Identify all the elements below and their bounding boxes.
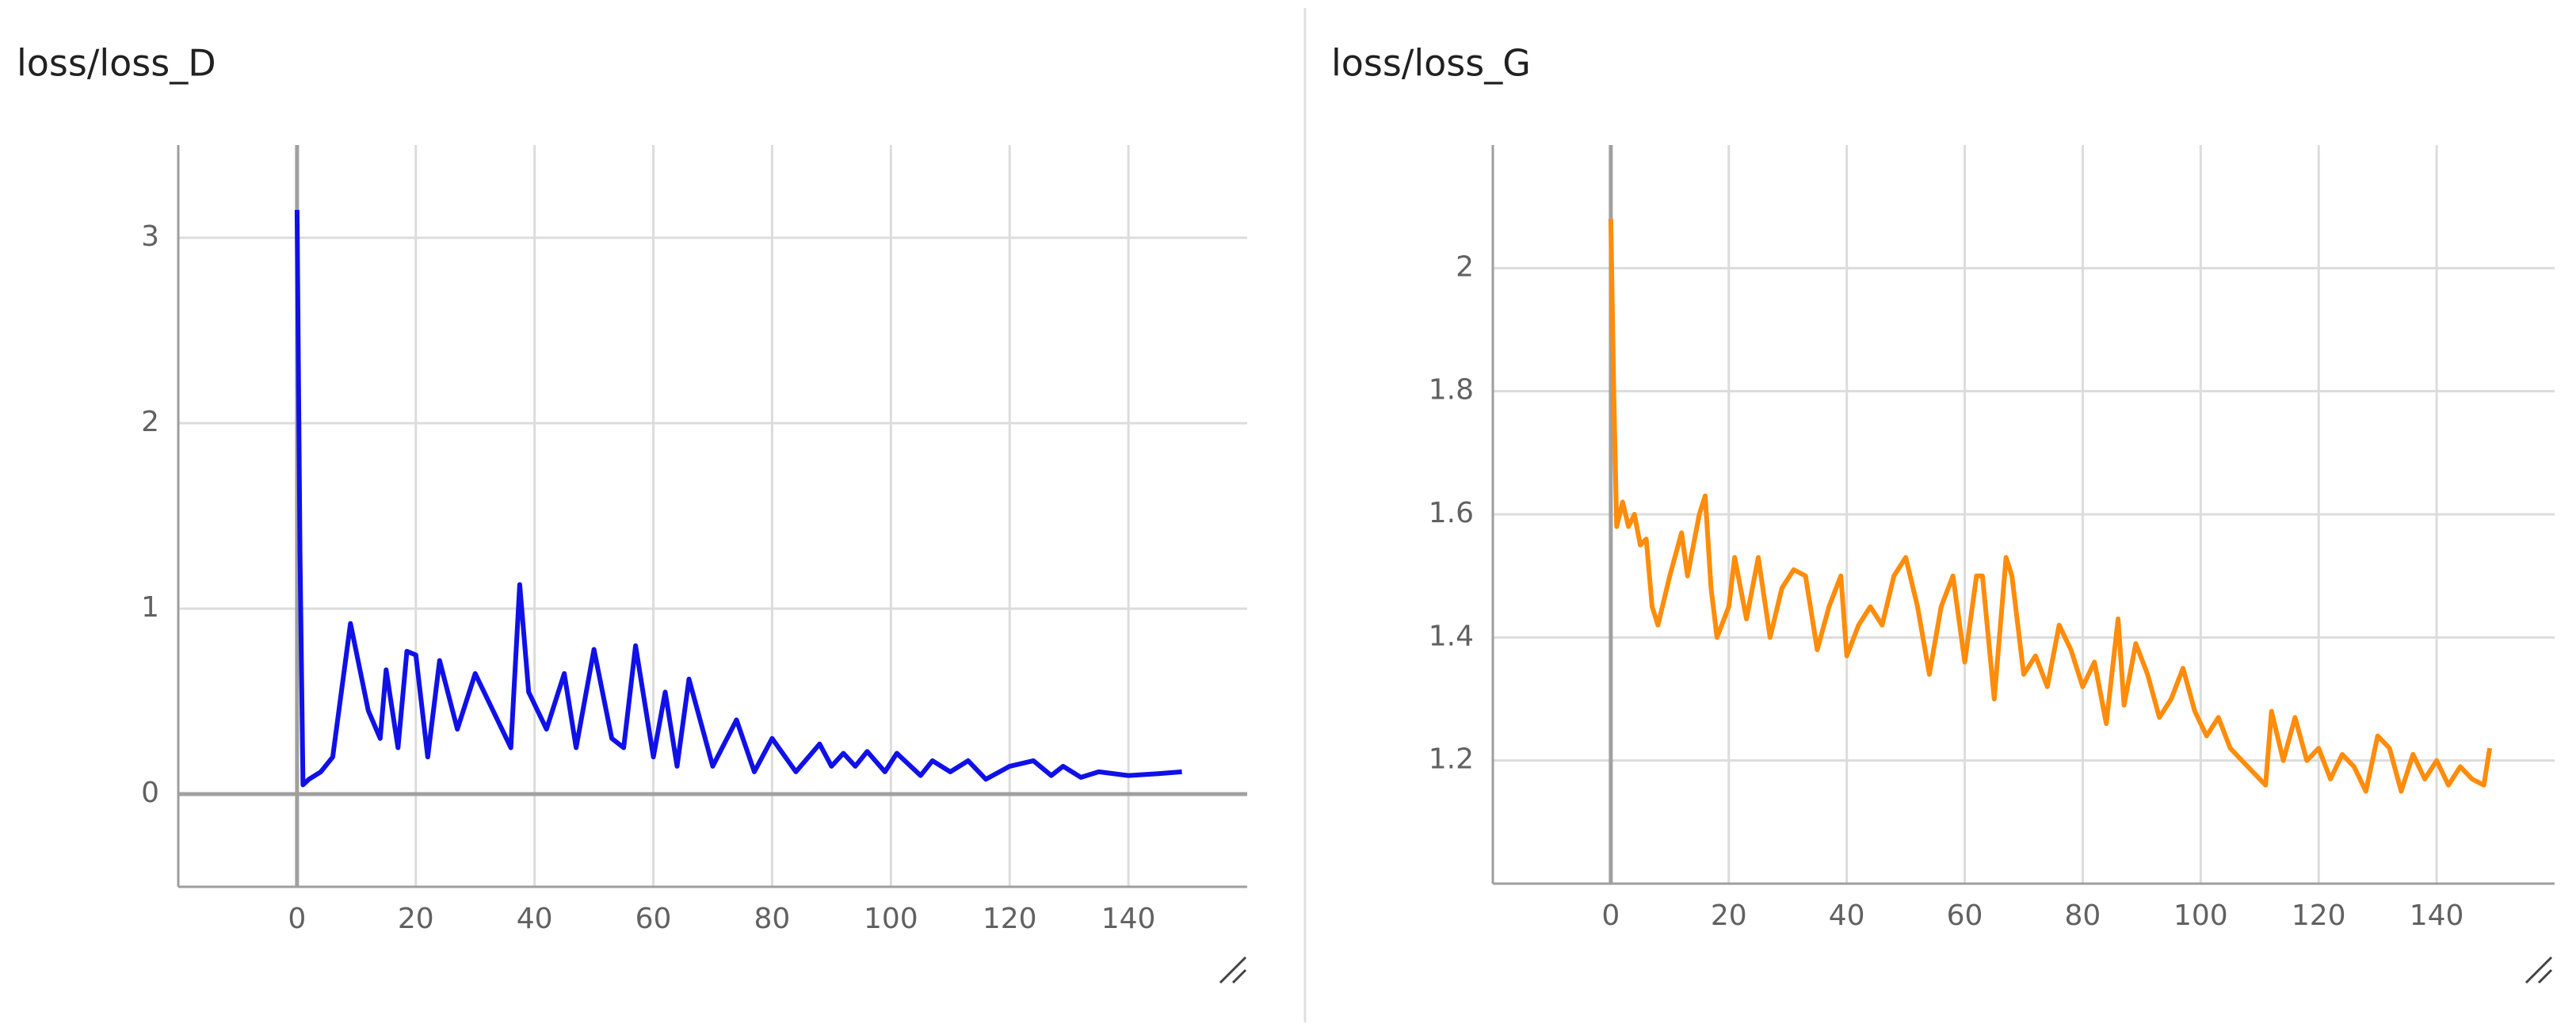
x-tick-label: 40	[517, 903, 553, 935]
chart: loss/loss_D 0 1 2 3 0 20 40 60 80 100 120 140	[17, 42, 1247, 935]
resize-icon[interactable]	[2524, 956, 2553, 984]
y-tick-label: 0	[141, 777, 159, 809]
data-line	[294, 209, 1182, 788]
x-tick-label: 0	[288, 903, 306, 935]
y-tick-label: 2	[1456, 250, 1474, 283]
x-tick-label: 0	[1601, 899, 1620, 932]
y-tick-label: 1	[141, 591, 159, 624]
y-tick-label: 1.8	[1429, 374, 1474, 407]
x-tick-label: 140	[2410, 899, 2464, 932]
chart: loss/loss_G1.21.41.61.820 20 40 60 80 100 120 1…	[1331, 42, 2555, 932]
y-tick-label: 2	[141, 406, 159, 438]
x-tick-label: 80	[754, 903, 791, 935]
x-tick-label: 40	[1829, 899, 1865, 932]
x-tick-label: 100	[864, 903, 918, 935]
resize-icon[interactable]	[1219, 956, 1247, 984]
chart-title: loss/loss_D	[17, 42, 216, 85]
x-tick-label: 120	[2292, 899, 2346, 932]
x-tick-label: 60	[1947, 899, 1983, 932]
y-tick-label: 3	[141, 220, 159, 253]
y-tick-label: 1.4	[1429, 620, 1474, 652]
x-tick-label: 80	[2065, 899, 2101, 932]
x-tick-label: 120	[983, 903, 1037, 935]
x-tick-label: 60	[635, 903, 672, 935]
chart-title: loss/loss_G	[1331, 42, 1531, 85]
x-tick-label: 100	[2173, 899, 2228, 932]
x-tick-label: 20	[398, 903, 434, 935]
x-tick-label: 20	[1711, 899, 1747, 932]
data-line	[1608, 219, 2493, 794]
y-tick-label: 1.2	[1429, 743, 1474, 776]
x-tick-label: 140	[1101, 903, 1156, 935]
y-tick-label: 1.6	[1429, 497, 1474, 529]
